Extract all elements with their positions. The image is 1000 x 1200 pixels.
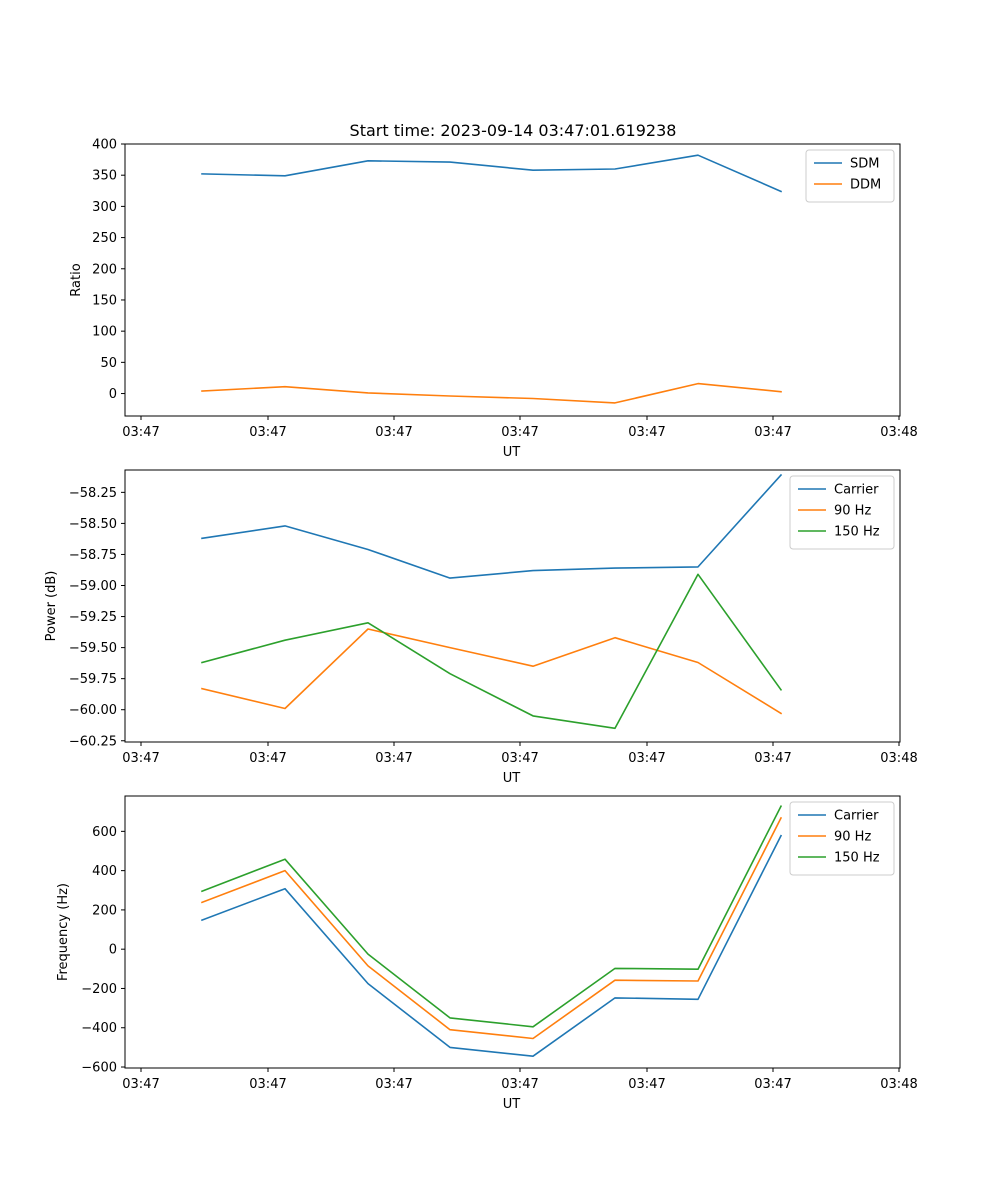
- y-tick-label: 400: [92, 864, 117, 879]
- legend: Carrier 90 Hz 150 Hz: [789, 801, 895, 876]
- legend-label: 90 Hz: [834, 504, 871, 519]
- legend-label: 150 Hz: [834, 525, 880, 540]
- series-line-90-hz: [201, 628, 783, 715]
- panels: 03:47 03:47 03:47 03:47 03:47 03:47 03:48 0 50 10…: [44, 138, 918, 1113]
- legend: SDM DDM: [805, 149, 895, 203]
- legend-label: DDM: [850, 178, 881, 193]
- series-line-150-hz: [200, 805, 783, 1028]
- x-tick-label: 03:47: [754, 751, 791, 766]
- y-tick-label: −59.00: [69, 579, 117, 594]
- axes-frame: [124, 143, 901, 417]
- x-tick-label: 03:47: [501, 1077, 538, 1092]
- y-tick-label: 200: [92, 262, 117, 277]
- x-tick-label: 03:47: [122, 425, 159, 440]
- x-tick-label: 03:47: [501, 425, 538, 440]
- y-tick-label: 50: [100, 356, 117, 371]
- y-axis-label: Power (dB): [44, 571, 59, 642]
- x-tick-label: 03:47: [375, 751, 412, 766]
- y-tick-label: −200: [81, 982, 117, 997]
- series-line-carrier: [201, 473, 783, 579]
- y-tick-label: 150: [92, 293, 117, 308]
- legend-label: Carrier: [834, 809, 879, 824]
- legend-label: 150 Hz: [834, 851, 880, 866]
- x-tick-label: 03:47: [249, 425, 286, 440]
- series-line-ddm: [201, 382, 782, 404]
- y-tick-label: −58.25: [69, 486, 117, 501]
- x-tick-label: 03:47: [628, 751, 665, 766]
- x-tick-label: 03:47: [375, 425, 412, 440]
- series-line-carrier: [200, 834, 783, 1057]
- legend-label: 90 Hz: [834, 830, 871, 845]
- x-tick-label: 03:47: [122, 751, 159, 766]
- x-tick-label: 03:47: [501, 751, 538, 766]
- y-tick-label: −400: [81, 1021, 117, 1036]
- figure-title: Start time: 2023-09-14 03:47:01.619238: [350, 121, 677, 140]
- panel-3: 03:47 03:47 03:47 03:47 03:47 03:47 03:48 600 40…: [56, 795, 918, 1112]
- y-tick-label: 300: [92, 200, 117, 215]
- x-tick-label: 03:47: [375, 1077, 412, 1092]
- x-tick-label: 03:47: [122, 1077, 159, 1092]
- y-axis-label: Ratio: [69, 263, 84, 296]
- y-tick-label: 400: [92, 138, 117, 153]
- y-tick-label: −600: [81, 1061, 117, 1076]
- y-tick-label: 200: [92, 903, 117, 918]
- legend-label: SDM: [850, 157, 879, 172]
- x-tick-label: 03:47: [754, 425, 791, 440]
- panel-1: 03:47 03:47 03:47 03:47 03:47 03:47 03:48 0 50 10…: [69, 138, 918, 461]
- series-line-90-hz: [200, 816, 783, 1040]
- x-tick-label: 03:47: [628, 425, 665, 440]
- y-tick-label: −60.25: [69, 734, 117, 749]
- y-tick-label: −59.75: [69, 672, 117, 687]
- axes-frame: [124, 795, 901, 1069]
- y-tick-label: −58.75: [69, 548, 117, 563]
- y-tick-label: 600: [92, 825, 117, 840]
- x-tick-label: 03:47: [249, 751, 286, 766]
- x-tick-label: 03:48: [880, 425, 917, 440]
- x-tick-label: 03:47: [628, 1077, 665, 1092]
- x-tick-label: 03:47: [754, 1077, 791, 1092]
- y-tick-label: −60.00: [69, 703, 117, 718]
- series-line-150-hz: [201, 573, 783, 730]
- y-tick-label: −59.50: [69, 641, 117, 656]
- y-axis-label: Frequency (Hz): [56, 883, 71, 981]
- y-tick-label: 0: [109, 387, 117, 402]
- y-tick-label: 250: [92, 231, 117, 246]
- axes-frame: [124, 469, 901, 743]
- series-line-sdm: [201, 154, 783, 193]
- legend: Carrier 90 Hz 150 Hz: [789, 475, 895, 550]
- x-tick-label: 03:47: [249, 1077, 286, 1092]
- x-axis-label: UT: [503, 445, 521, 460]
- legend-label: Carrier: [834, 483, 879, 498]
- y-tick-label: −59.25: [69, 610, 117, 625]
- panel-2: 03:47 03:47 03:47 03:47 03:47 03:47 03:48 −58.2…: [44, 469, 918, 786]
- y-tick-label: −58.50: [69, 517, 117, 532]
- x-axis-label: UT: [503, 1097, 521, 1112]
- x-tick-label: 03:48: [880, 751, 917, 766]
- x-axis-label: UT: [503, 771, 521, 786]
- y-tick-label: 350: [92, 169, 117, 184]
- x-tick-label: 03:48: [880, 1077, 917, 1092]
- y-tick-label: 0: [109, 943, 117, 958]
- y-tick-label: 100: [92, 325, 117, 340]
